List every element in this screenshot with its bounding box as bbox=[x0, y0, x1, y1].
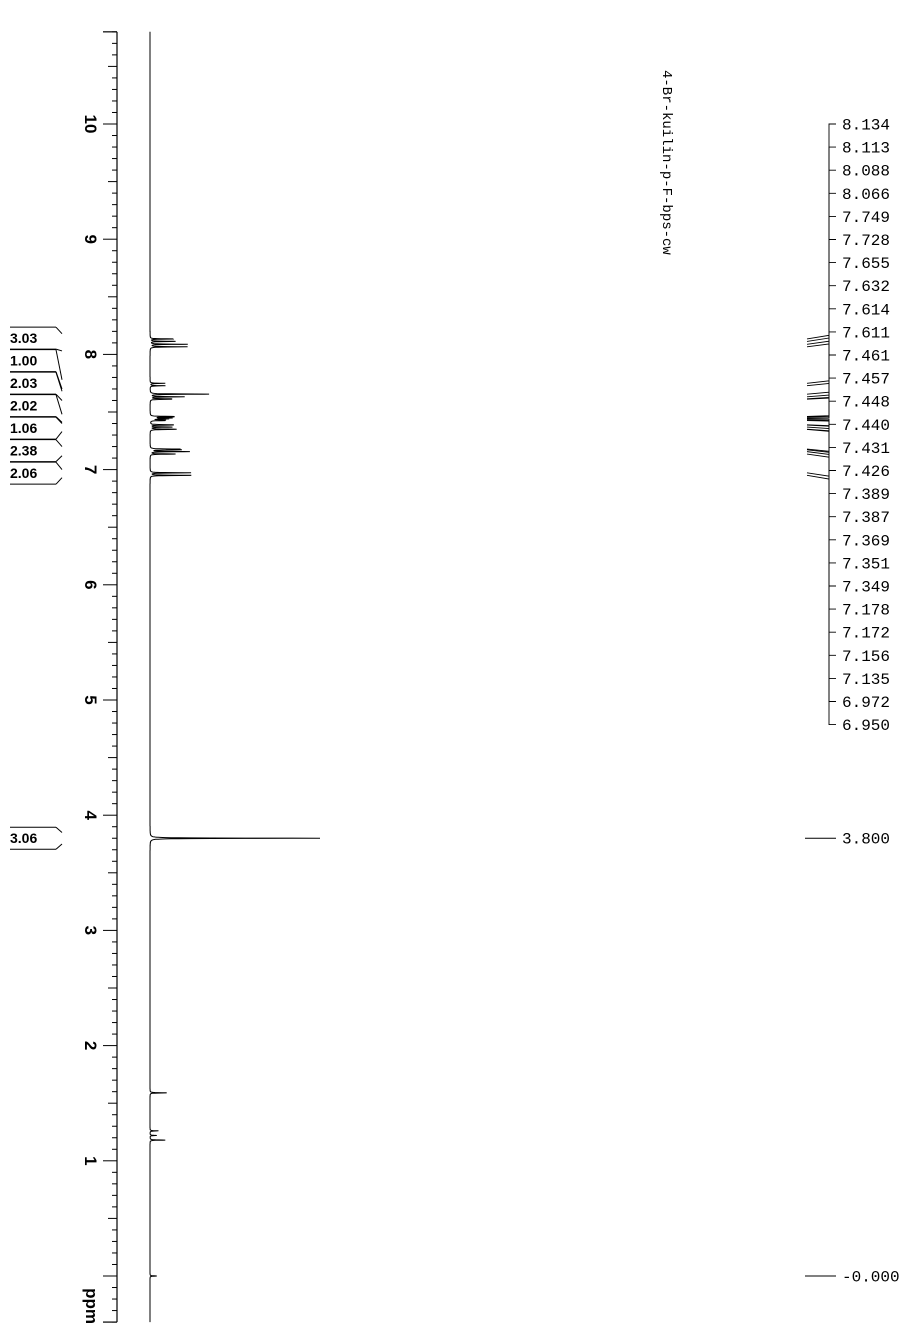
integral-connector bbox=[55, 326, 63, 335]
peak-label: 8.088 bbox=[842, 163, 890, 181]
peak-label-connector bbox=[806, 239, 836, 387]
peak-label: 6.950 bbox=[842, 717, 890, 735]
peak-label-connector bbox=[806, 285, 836, 398]
peak-label: 7.349 bbox=[842, 579, 890, 597]
integral-value: 3.03 bbox=[10, 330, 37, 346]
peak-label: 7.632 bbox=[842, 278, 890, 296]
peak-label: -0.000 bbox=[842, 1269, 900, 1287]
peak-label-connector bbox=[806, 426, 836, 541]
peak-label: 7.178 bbox=[842, 602, 890, 620]
peak-label-connector bbox=[806, 123, 836, 340]
peak-label-connector bbox=[806, 215, 836, 384]
peak-label: 7.135 bbox=[842, 671, 890, 689]
integral-connector bbox=[55, 394, 63, 415]
peak-label: 7.426 bbox=[842, 463, 890, 481]
integral-connector bbox=[55, 461, 63, 470]
peak-label: 7.389 bbox=[842, 486, 890, 504]
integral-regions: 3.03 1.00 2.03 2.02 1.06 2.38 2.06 3.06 bbox=[10, 326, 63, 850]
peak-label: 7.749 bbox=[842, 209, 890, 227]
peak-label-connector bbox=[806, 354, 836, 417]
peak-label: 8.066 bbox=[842, 186, 890, 204]
axis-tick-label: 1 bbox=[81, 1156, 100, 1165]
peak-label: 7.369 bbox=[842, 532, 890, 550]
integral-connector bbox=[55, 843, 63, 850]
peak-label: 7.440 bbox=[842, 417, 890, 435]
ppm-axis: 10 9 8 7 6 5 4 3 2 1 bbox=[81, 31, 118, 1323]
peak-picking-labels: 8.134 8.113 8.088 8.066 7.749 7.728 7.655 7.632… bbox=[805, 117, 900, 1287]
peak-label: 7.448 bbox=[842, 394, 890, 412]
integral-connector bbox=[55, 393, 63, 401]
peak-label: 8.113 bbox=[842, 140, 890, 158]
peak-label: 7.655 bbox=[842, 255, 890, 273]
integral-connector bbox=[55, 455, 63, 463]
peak-label: 7.728 bbox=[842, 232, 890, 250]
peak-label: 7.156 bbox=[842, 648, 890, 666]
integral-connector bbox=[55, 477, 63, 485]
integral-value: 2.38 bbox=[10, 443, 37, 459]
peak-label-connector bbox=[806, 262, 836, 395]
peak-label-connector bbox=[806, 169, 836, 345]
peak-label: 7.461 bbox=[842, 348, 890, 366]
axis-tick-label: 10 bbox=[81, 115, 100, 134]
peak-label: 6.972 bbox=[842, 694, 890, 712]
integral-connector bbox=[55, 372, 63, 392]
peak-label: 7.387 bbox=[842, 509, 890, 527]
axis-tick-label: 6 bbox=[81, 580, 100, 589]
spectrum-trace bbox=[149, 31, 321, 1323]
peak-label-connector bbox=[806, 451, 836, 656]
peak-label-connector bbox=[806, 449, 836, 633]
peak-label-connector bbox=[806, 424, 836, 495]
integral-connector bbox=[55, 416, 63, 424]
integral-connector bbox=[55, 439, 63, 447]
peak-label: 3.800 bbox=[842, 831, 890, 849]
integral-connector bbox=[55, 349, 63, 380]
axis-tick-label: 3 bbox=[81, 926, 100, 935]
peak-label-connector bbox=[806, 377, 836, 418]
peak-label-connector bbox=[806, 453, 836, 679]
peak-label: 7.611 bbox=[842, 324, 890, 342]
axis-tick-label: 4 bbox=[81, 810, 100, 820]
integral-value: 1.00 bbox=[10, 353, 37, 369]
peak-label: 7.351 bbox=[842, 555, 890, 573]
peak-label: 7.457 bbox=[842, 371, 890, 389]
sample-name: 4-Br-kuilin-p-F-bps-cw bbox=[658, 70, 674, 255]
axis-tick-label: 9 bbox=[81, 234, 100, 243]
axis-tick-label: 5 bbox=[81, 695, 100, 704]
integral-value: 2.02 bbox=[10, 398, 37, 414]
peak-label: 7.172 bbox=[842, 625, 890, 643]
integral-value: 1.06 bbox=[10, 420, 37, 436]
peak-label-connector bbox=[806, 474, 836, 726]
integral-value: 3.06 bbox=[10, 830, 37, 846]
spectrum-trace-group bbox=[149, 31, 321, 1323]
axis-tick-label: 7 bbox=[81, 465, 100, 474]
peak-label: 7.431 bbox=[842, 440, 890, 458]
axis-unit-label: ppm bbox=[82, 1288, 101, 1324]
peak-label-connector bbox=[806, 472, 836, 702]
peak-label: 7.614 bbox=[842, 301, 890, 319]
integral-connector bbox=[55, 826, 63, 833]
axis-tick-label: 2 bbox=[81, 1041, 100, 1050]
integral-value: 2.06 bbox=[10, 465, 37, 481]
integral-connector bbox=[55, 431, 63, 440]
axis-tick-label: 8 bbox=[81, 350, 100, 359]
integral-connector bbox=[55, 348, 63, 352]
peak-label-connector bbox=[806, 400, 836, 419]
integral-value: 2.03 bbox=[10, 375, 37, 391]
peak-label: 8.134 bbox=[842, 117, 890, 135]
peak-label-connector bbox=[806, 146, 836, 342]
